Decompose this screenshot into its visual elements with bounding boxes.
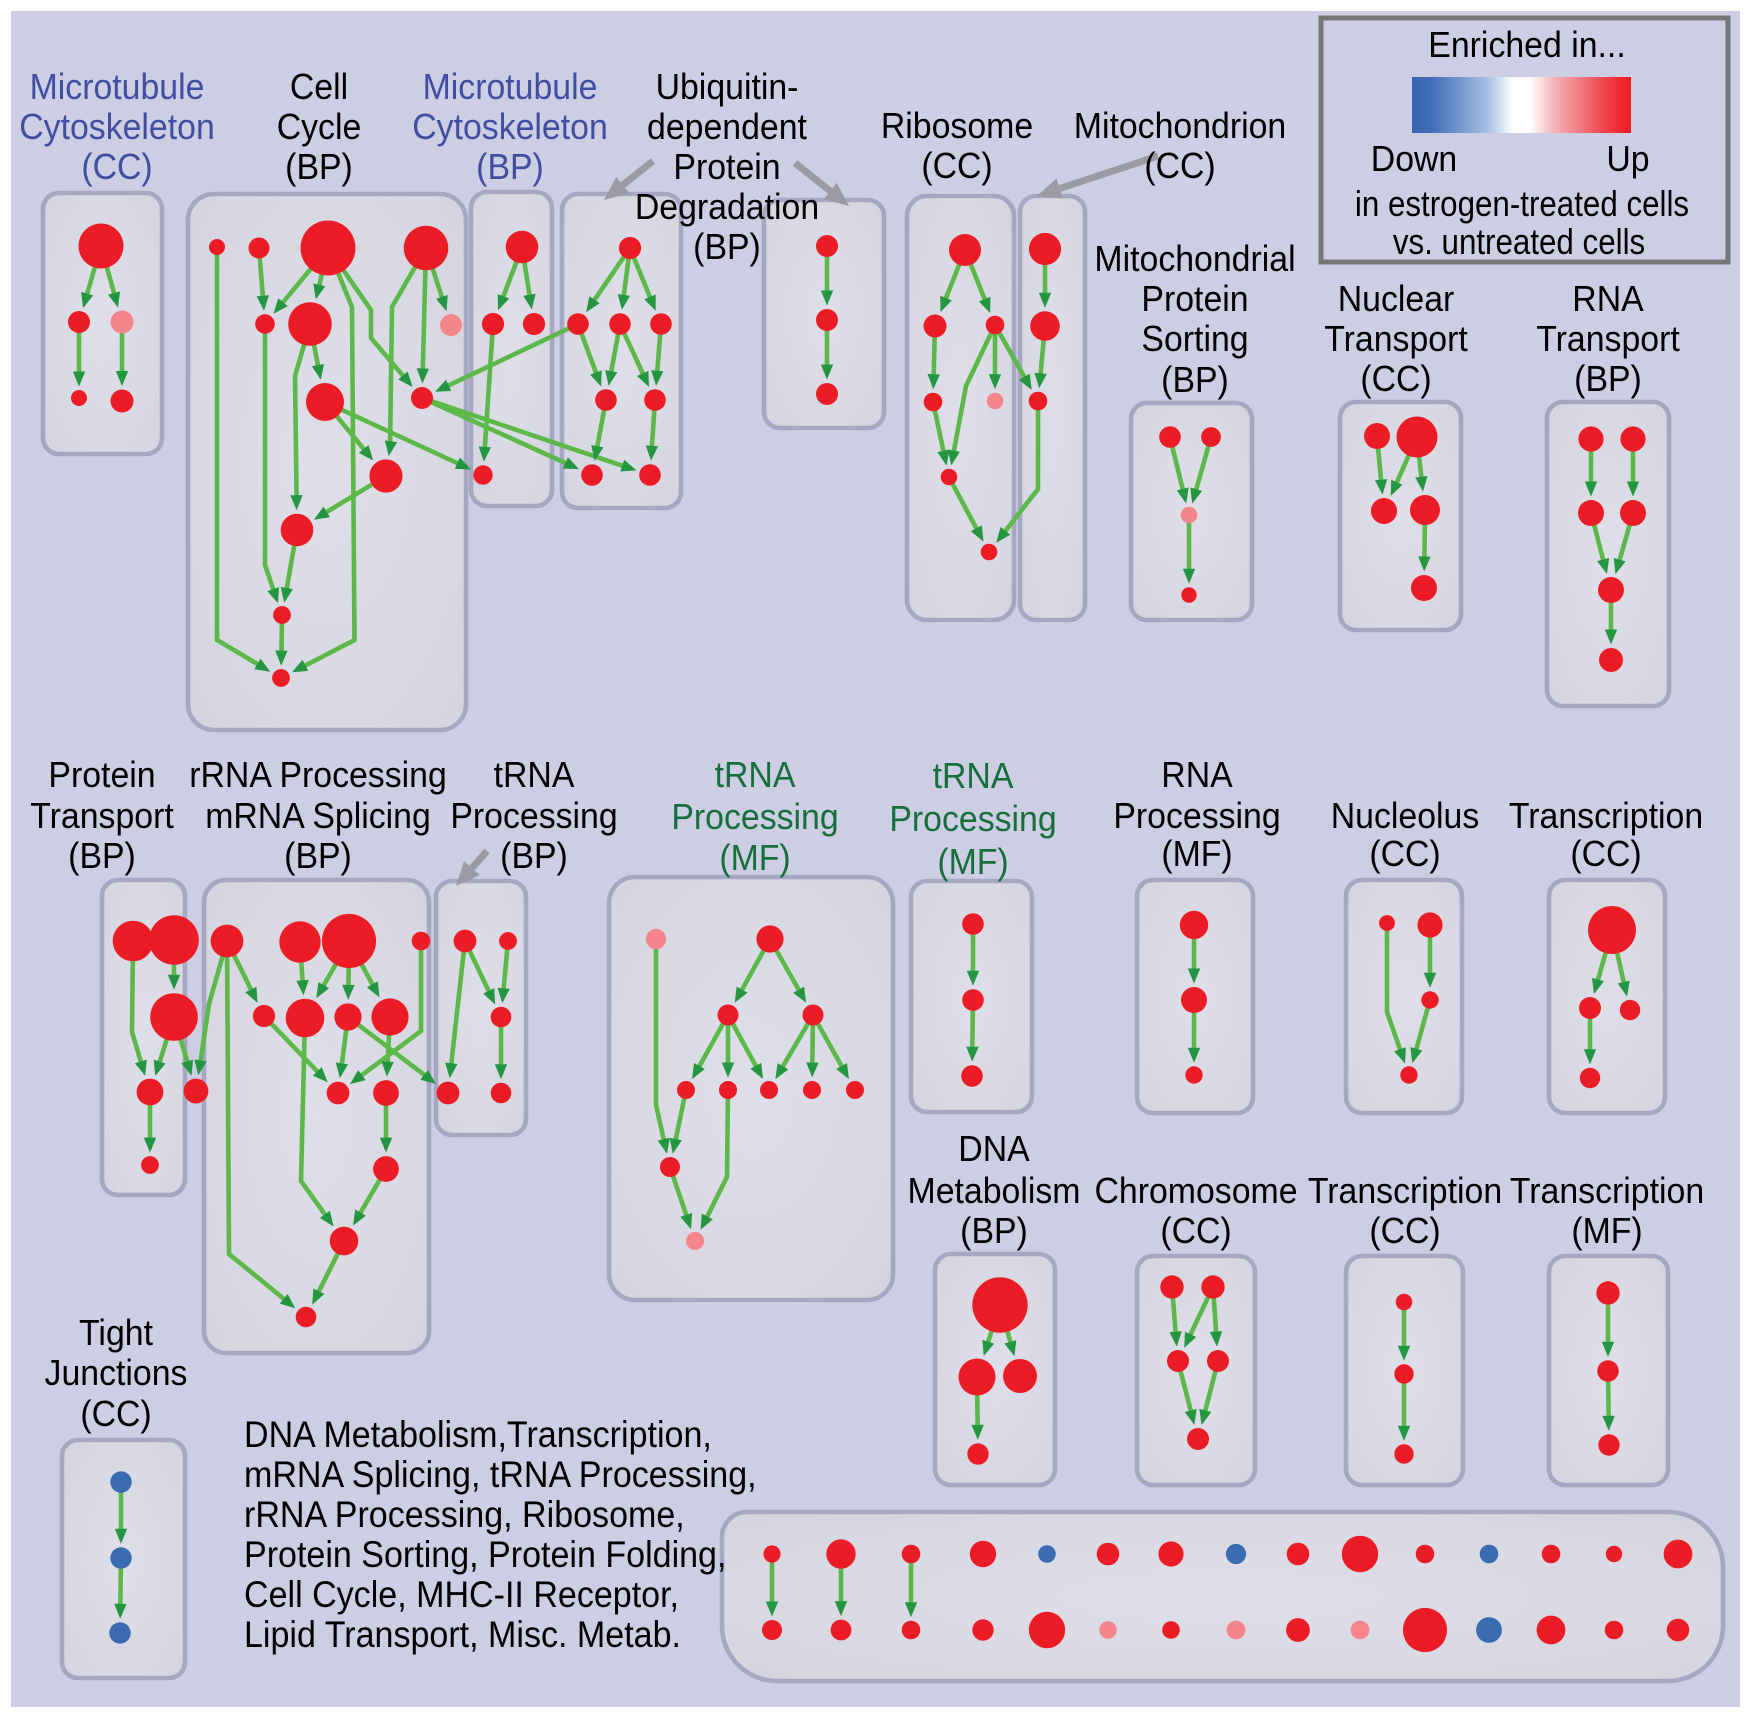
svg-text:Microtubule: Microtubule xyxy=(423,67,598,107)
svg-text:Transport: Transport xyxy=(1324,319,1468,359)
svg-text:tRNA: tRNA xyxy=(933,756,1015,796)
svg-text:Protein: Protein xyxy=(1141,279,1248,319)
svg-text:Ubiquitin-: Ubiquitin- xyxy=(656,67,799,107)
svg-text:Lipid Transport, Misc. Metab.: Lipid Transport, Misc. Metab. xyxy=(244,1614,681,1656)
svg-text:(MF): (MF) xyxy=(1161,834,1232,874)
svg-text:mRNA Splicing: mRNA Splicing xyxy=(205,796,431,836)
svg-text:Processing: Processing xyxy=(889,799,1056,839)
svg-text:Cytoskeleton: Cytoskeleton xyxy=(19,107,215,147)
svg-text:Cycle: Cycle xyxy=(277,107,362,147)
svg-text:Microtubule: Microtubule xyxy=(30,67,205,107)
svg-text:in estrogen-treated cells: in estrogen-treated cells xyxy=(1355,184,1689,225)
svg-text:dependent: dependent xyxy=(647,107,807,147)
svg-text:Transport: Transport xyxy=(1536,319,1680,359)
svg-text:RNA: RNA xyxy=(1572,279,1644,319)
svg-text:mRNA Splicing, tRNA Processing: mRNA Splicing, tRNA Processing, xyxy=(244,1454,757,1496)
svg-text:Protein Sorting, Protein Foldi: Protein Sorting, Protein Folding, xyxy=(244,1534,726,1576)
svg-text:Protein: Protein xyxy=(673,147,780,187)
svg-text:tRNA: tRNA xyxy=(494,755,576,795)
svg-text:Chromosome: Chromosome xyxy=(1094,1171,1297,1211)
svg-text:DNA: DNA xyxy=(958,1129,1030,1169)
svg-text:Junctions: Junctions xyxy=(45,1353,188,1393)
svg-text:DNA Metabolism,Transcription,: DNA Metabolism,Transcription, xyxy=(244,1414,712,1456)
svg-text:Cytoskeleton: Cytoskeleton xyxy=(412,107,608,147)
svg-text:Transcription: Transcription xyxy=(1510,1171,1704,1211)
svg-text:Nuclear: Nuclear xyxy=(1338,279,1455,319)
svg-text:(CC): (CC) xyxy=(1360,359,1431,399)
svg-text:Up: Up xyxy=(1606,139,1649,179)
svg-text:(BP): (BP) xyxy=(500,836,568,876)
svg-text:(CC): (CC) xyxy=(1369,834,1440,874)
svg-text:(BP): (BP) xyxy=(68,836,136,876)
svg-text:Sorting: Sorting xyxy=(1141,319,1248,359)
svg-text:(BP): (BP) xyxy=(693,227,761,267)
svg-text:Metabolism: Metabolism xyxy=(908,1171,1081,1211)
svg-text:Mitochondrion: Mitochondrion xyxy=(1074,106,1286,146)
svg-text:(CC): (CC) xyxy=(1144,146,1215,186)
svg-text:(CC): (CC) xyxy=(1160,1211,1231,1251)
svg-text:Processing: Processing xyxy=(671,797,838,837)
svg-text:(BP): (BP) xyxy=(476,147,544,187)
svg-text:Transcription: Transcription xyxy=(1308,1171,1502,1211)
svg-text:Processing: Processing xyxy=(1113,796,1280,836)
svg-text:Mitochondrial: Mitochondrial xyxy=(1094,239,1295,279)
svg-text:(CC): (CC) xyxy=(81,147,152,187)
svg-text:Degradation: Degradation xyxy=(635,187,819,227)
svg-text:(BP): (BP) xyxy=(1574,359,1642,399)
svg-text:vs. untreated cells: vs. untreated cells xyxy=(1393,222,1645,263)
svg-text:Protein: Protein xyxy=(48,755,155,795)
svg-text:(BP): (BP) xyxy=(284,836,352,876)
svg-text:(MF): (MF) xyxy=(1571,1211,1642,1251)
svg-text:Down: Down xyxy=(1371,139,1457,179)
svg-text:(CC): (CC) xyxy=(1369,1211,1440,1251)
svg-text:RNA: RNA xyxy=(1161,755,1233,795)
svg-text:Cell Cycle, MHC-II Receptor,: Cell Cycle, MHC-II Receptor, xyxy=(244,1574,679,1616)
svg-text:(MF): (MF) xyxy=(937,842,1008,882)
svg-text:(CC): (CC) xyxy=(80,1394,151,1434)
svg-text:(MF): (MF) xyxy=(719,838,790,878)
svg-text:(CC): (CC) xyxy=(921,146,992,186)
svg-text:tRNA: tRNA xyxy=(715,755,797,795)
svg-text:Enriched in...: Enriched in... xyxy=(1428,25,1625,65)
svg-text:(BP): (BP) xyxy=(960,1211,1028,1251)
svg-text:(BP): (BP) xyxy=(1161,360,1229,400)
svg-text:Nucleolus: Nucleolus xyxy=(1331,796,1480,836)
svg-text:Cell: Cell xyxy=(290,67,348,107)
svg-text:rRNA Processing, Ribosome,: rRNA Processing, Ribosome, xyxy=(244,1494,685,1536)
svg-text:Processing: Processing xyxy=(450,796,617,836)
svg-text:(CC): (CC) xyxy=(1570,834,1641,874)
svg-text:rRNA Processing: rRNA Processing xyxy=(189,755,447,795)
svg-text:Transport: Transport xyxy=(30,796,174,836)
svg-text:Transcription: Transcription xyxy=(1509,796,1703,836)
svg-text:Tight: Tight xyxy=(79,1313,153,1353)
svg-text:Ribosome: Ribosome xyxy=(881,106,1033,146)
svg-text:(BP): (BP) xyxy=(285,147,353,187)
